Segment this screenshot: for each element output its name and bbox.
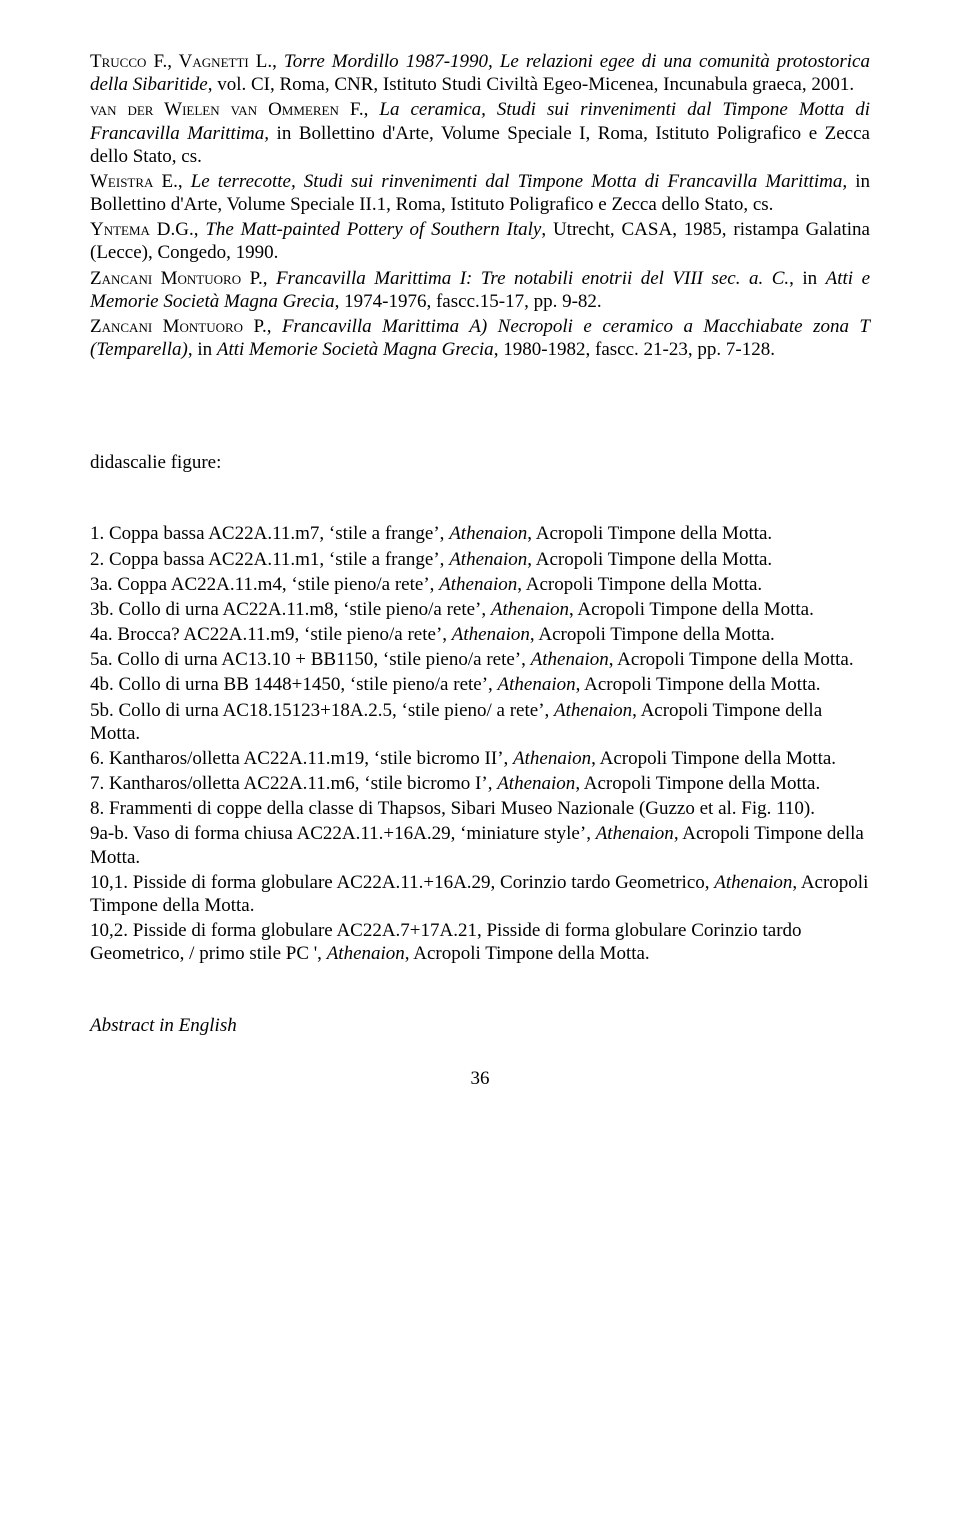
- caption-10-2: 10,2. Pisside di forma globulare AC22A.7…: [90, 919, 870, 965]
- ref-3-authors: Weistra E.: [90, 171, 178, 192]
- page-number: 36: [90, 1067, 870, 1090]
- caption-3a: 3a. Coppa AC22A.11.m4, ‘stile pieno/a re…: [90, 573, 870, 596]
- captions-heading: didascalie figure:: [90, 451, 870, 474]
- captions-list: 1. Coppa bassa AC22A.11.m7, ‘stile a fra…: [90, 522, 870, 965]
- ref-5-tail: , 1974-1976, fascc.15-17, pp. 9-82.: [335, 291, 602, 312]
- caption-5a: 5a. Collo di urna AC13.10 + BB1150, ‘sti…: [90, 648, 870, 671]
- ref-6: Zancani Montuoro P., Francavilla Maritti…: [90, 315, 870, 361]
- abstract-heading: Abstract in English: [90, 1014, 870, 1037]
- caption-10-1: 10,1. Pisside di forma globulare AC22A.1…: [90, 871, 870, 917]
- ref-5-authors: Zancani Montuoro P.: [90, 268, 263, 289]
- caption-7: 7. Kantharos/olletta AC22A.11.m6, ‘stile…: [90, 772, 870, 795]
- ref-4-authors: Yntema D.G.: [90, 219, 194, 240]
- ref-5: Zancani Montuoro P., Francavilla Maritti…: [90, 267, 870, 313]
- references-block: Trucco F., Vagnetti L., Torre Mordillo 1…: [90, 50, 870, 361]
- ref-2-mid: in Bollettino d'Arte,: [269, 123, 441, 144]
- ref-3-title: Le terrecotte, Studi sui rinvenimenti da…: [191, 171, 847, 192]
- page: Trucco F., Vagnetti L., Torre Mordillo 1…: [0, 0, 960, 1130]
- caption-9ab: 9a-b. Vaso di forma chiusa AC22A.11.+16A…: [90, 822, 870, 868]
- ref-5-mid: , in: [789, 268, 826, 289]
- ref-1-authors: Trucco F., Vagnetti L.: [90, 51, 272, 72]
- ref-1: Trucco F., Vagnetti L., Torre Mordillo 1…: [90, 50, 870, 96]
- ref-1-tail: , vol. CI, Roma, CNR, Istituto Studi Civ…: [208, 74, 854, 95]
- ref-4-title: The Matt-painted Pottery of Southern Ita…: [205, 219, 541, 240]
- ref-2-authors: van der Wielen van Ommeren F.: [90, 99, 364, 120]
- caption-5b: 5b. Collo di urna AC18.15123+18A.2.5, ‘s…: [90, 699, 870, 745]
- caption-3b: 3b. Collo di urna AC22A.11.m8, ‘stile pi…: [90, 598, 870, 621]
- ref-4: Yntema D.G., The Matt-painted Pottery of…: [90, 218, 870, 264]
- ref-6-authors: Zancani Montuoro P.: [90, 316, 267, 337]
- caption-1: 1. Coppa bassa AC22A.11.m7, ‘stile a fra…: [90, 522, 870, 545]
- ref-2: van der Wielen van Ommeren F., La cerami…: [90, 98, 870, 168]
- caption-8: 8. Frammenti di coppe della classe di Th…: [90, 797, 870, 820]
- caption-2: 2. Coppa bassa AC22A.11.m1, ‘stile a fra…: [90, 548, 870, 571]
- ref-6-mid: , in: [188, 339, 217, 360]
- ref-6-journal: Atti Memorie Società Magna Grecia: [217, 339, 494, 360]
- caption-6: 6. Kantharos/olletta AC22A.11.m19, ‘stil…: [90, 747, 870, 770]
- ref-3-tail: Volume Speciale II.1, Roma, Istituto Pol…: [227, 194, 774, 215]
- caption-4a: 4a. Brocca? AC22A.11.m9, ‘stile pieno/a …: [90, 623, 870, 646]
- ref-5-title: Francavilla Marittima I: Tre notabili en…: [276, 268, 789, 289]
- ref-3: Weistra E., Le terrecotte, Studi sui rin…: [90, 170, 870, 216]
- ref-6-tail: , 1980-1982, fascc. 21-23, pp. 7-128.: [494, 339, 775, 360]
- caption-4b: 4b. Collo di urna BB 1448+1450, ‘stile p…: [90, 673, 870, 696]
